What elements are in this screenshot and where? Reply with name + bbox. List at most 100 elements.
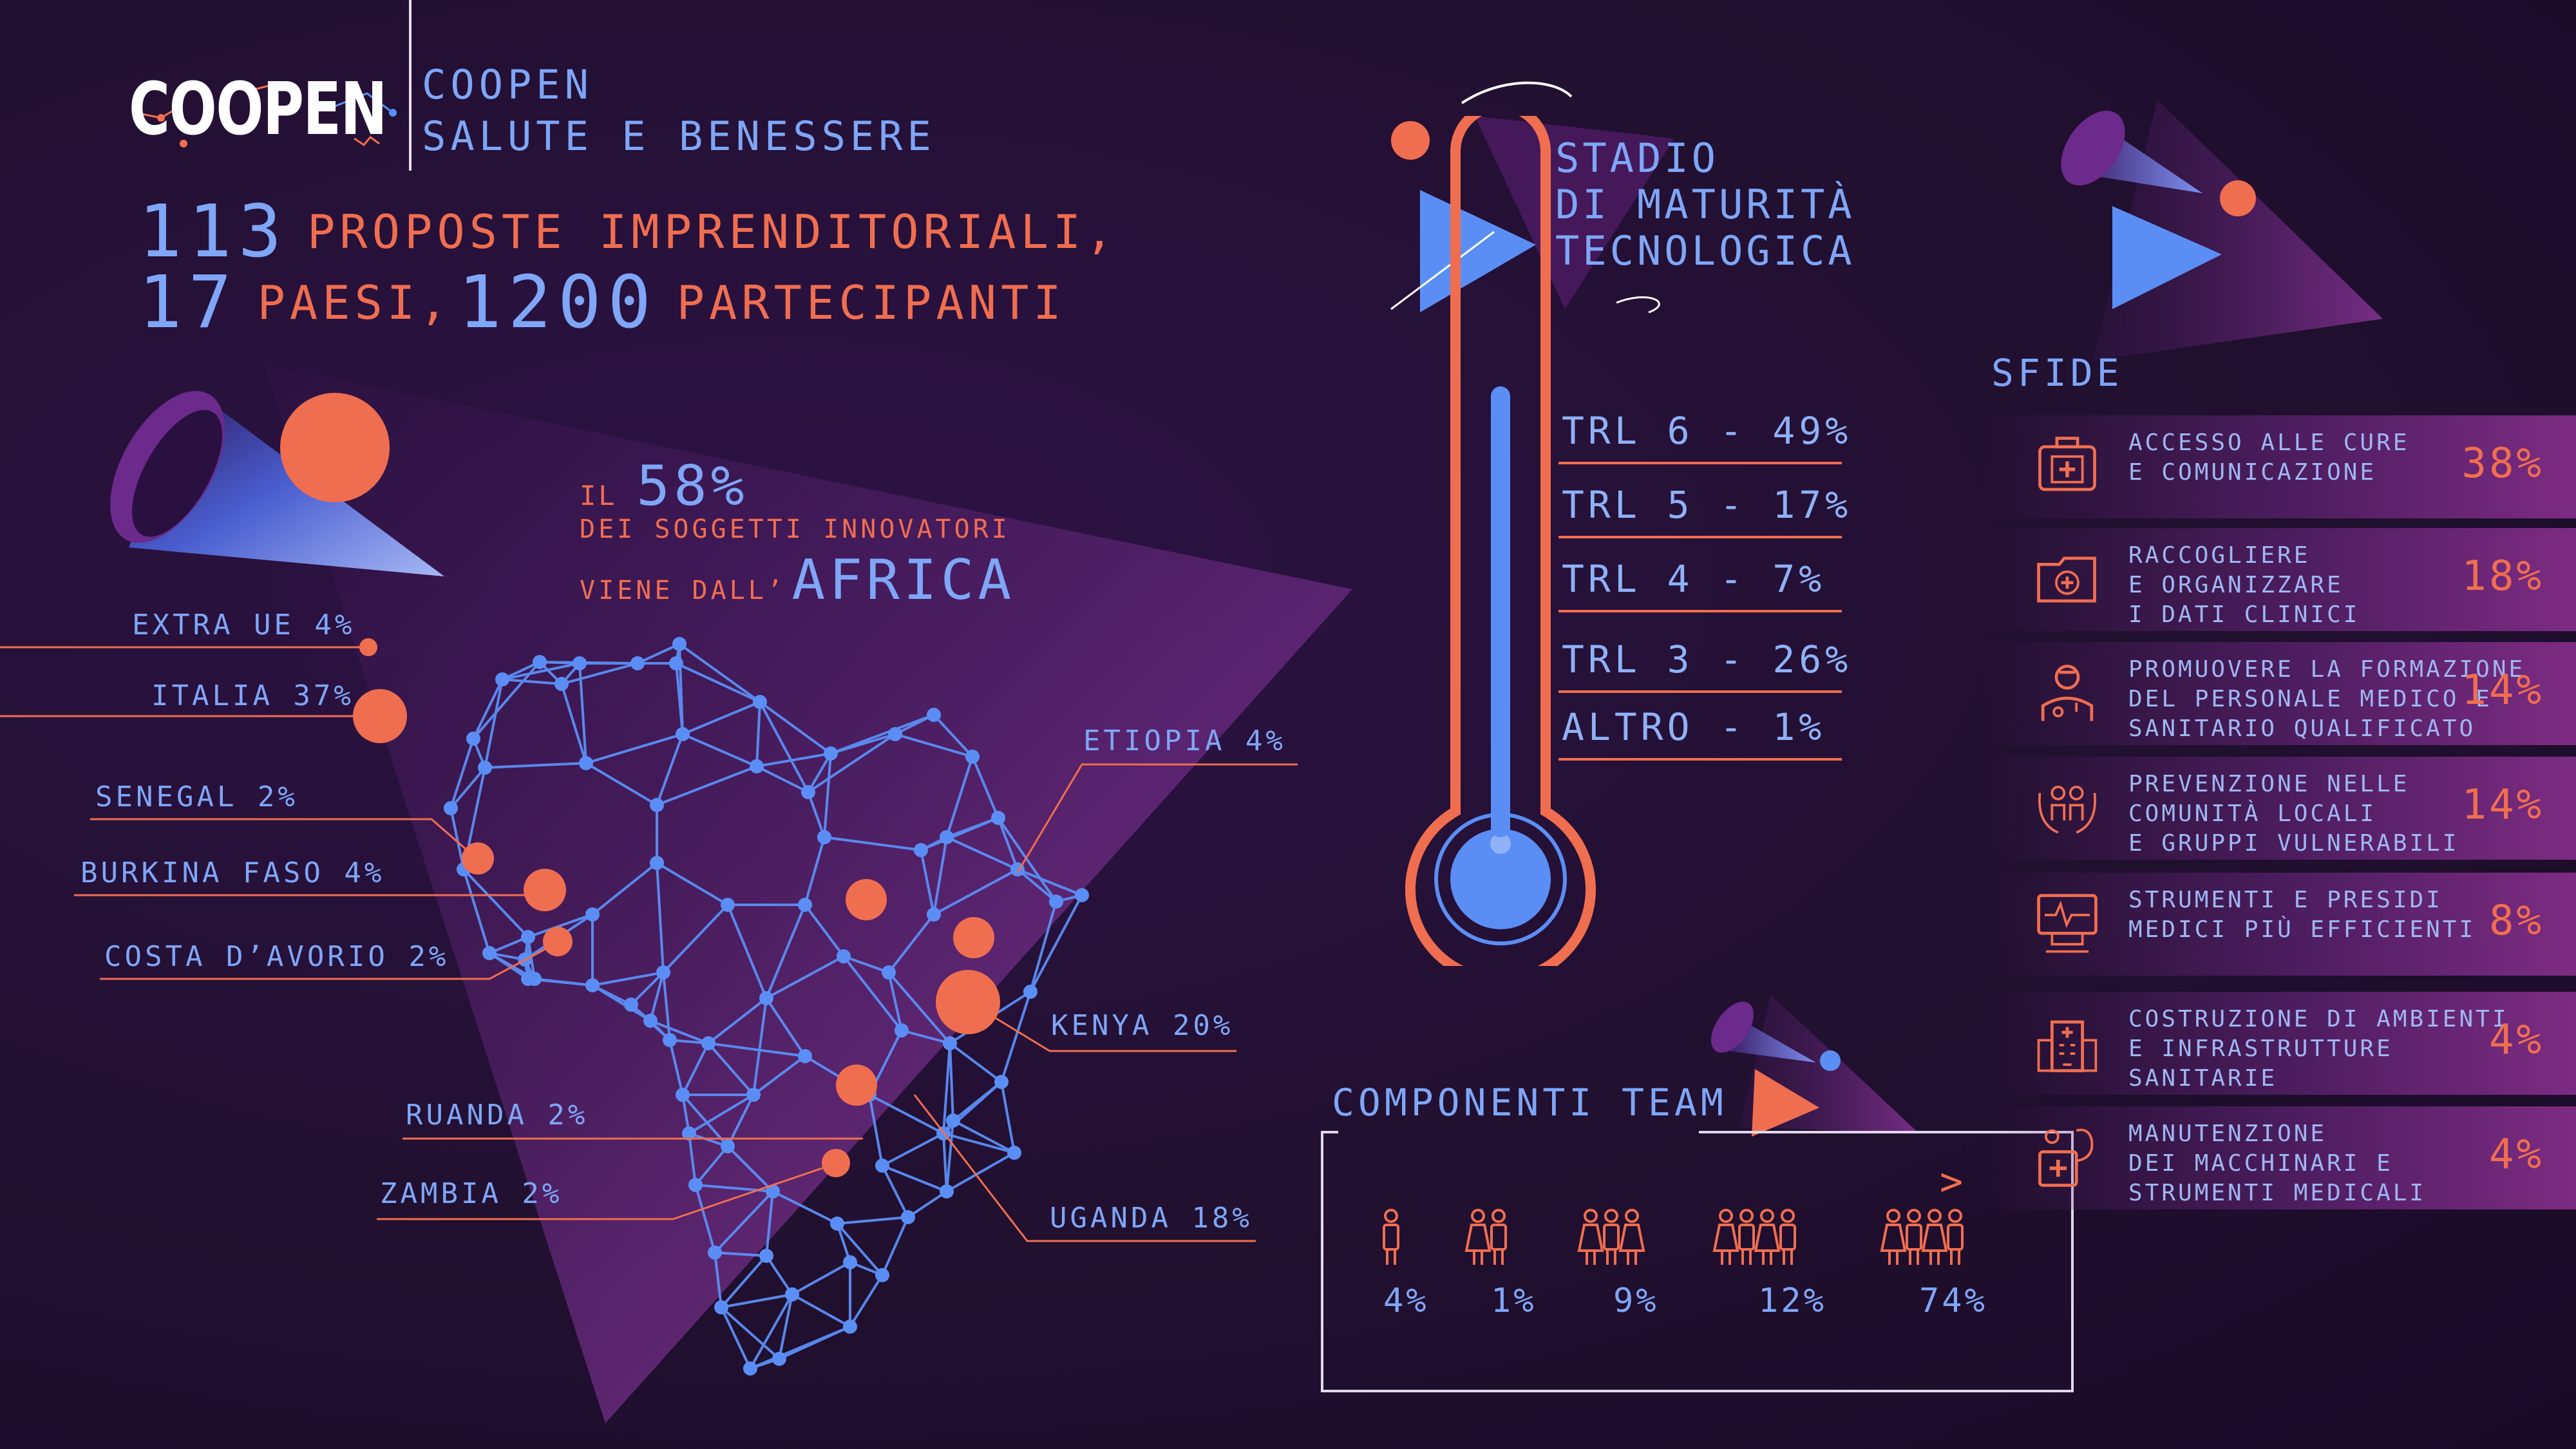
headline-line1: 113 PROPOSTE IMPRENDITORIALI, — [138, 190, 1118, 274]
africa-highlight: AFRICA — [791, 548, 1016, 612]
network-edge — [778, 1294, 793, 1359]
team-person-icon — [1779, 1209, 1796, 1265]
network-node — [444, 801, 458, 815]
network-node — [888, 727, 902, 741]
network-edge — [472, 679, 504, 739]
team-pct-1: 4% — [1383, 1282, 1429, 1320]
network-edge — [804, 904, 845, 958]
sfide-item-percent: 14% — [2461, 781, 2544, 829]
network-edge — [720, 1307, 752, 1369]
network-edge — [949, 1043, 954, 1121]
country-label-uganda: UGANDA 18% — [1050, 1202, 1253, 1235]
network-node — [554, 677, 569, 691]
network-node — [1075, 888, 1089, 902]
sfide-item-text: PREVENZIONE NELLE COMUNITÀ LOCALI E GRUP… — [2128, 771, 2459, 857]
decor-cone-left — [110, 390, 444, 576]
network-node — [927, 708, 941, 722]
network-edge — [502, 678, 562, 685]
network-edge — [688, 1094, 755, 1135]
network-edge — [765, 1191, 774, 1256]
doctor-icon — [2041, 665, 2094, 721]
sfide-item: STRUMENTI E PRESIDI MEDICI PIÙ EFFICIENT… — [1987, 873, 2576, 976]
network-edge — [726, 1145, 774, 1193]
network-edge — [881, 1217, 909, 1276]
network-node — [521, 972, 535, 986]
sfide-item: PROMUOVERE LA FORMAZIONE DEL PERSONALE M… — [1987, 642, 2576, 745]
network-node — [656, 965, 670, 980]
network-node — [682, 1126, 696, 1141]
decor-play-team — [1752, 1069, 1819, 1137]
network-edge — [527, 913, 593, 938]
logo-decoration — [135, 82, 397, 147]
sfide-item-text: ACCESSO ALLE CURE E COMUNICAZIONE — [2128, 430, 2410, 486]
network-edge — [807, 791, 826, 838]
sfide-item: MANUTENZIONE DEI MACCHINARI E STRUMENTI … — [1987, 1106, 2576, 1209]
sfide-item-text: COSTRUZIONE DI AMBIENTI E INFRASTRUTTURE… — [2128, 1006, 2509, 1092]
decor-triangle-trl — [1475, 116, 1674, 309]
trl-row-altro: ALTRO - 1% — [1562, 705, 1826, 749]
network-edge — [488, 952, 529, 980]
team-person-icon — [1906, 1209, 1922, 1265]
africa-line2: DEI SOGGETTI INNOVATORI — [580, 515, 1010, 544]
africa-prefix: IL — [580, 480, 618, 511]
trl-divider — [1558, 610, 1842, 612]
country-leader-lines — [0, 646, 1298, 1242]
network-edge — [707, 1042, 755, 1096]
trl-title-line1: STADIO — [1555, 135, 1719, 182]
network-edge — [887, 913, 935, 974]
sfide-item-text: STRUMENTI E PRESIDI MEDICI PIÙ EFFICIENT… — [2128, 887, 2476, 943]
trl-title: STADIO DI MATURITÀ TECNOLOGICA — [1555, 135, 1855, 274]
network-edge — [943, 1132, 1015, 1154]
network-edge — [1029, 895, 1083, 992]
network-node — [946, 1113, 960, 1128]
equipment-maintenance-icon — [2038, 1128, 2094, 1187]
thermometer — [1405, 116, 1596, 966]
network-node — [843, 1320, 857, 1334]
network-edge — [945, 756, 974, 838]
network-node — [714, 1300, 728, 1314]
sfide-item-percent: 4% — [2488, 1016, 2544, 1064]
network-node — [585, 978, 600, 992]
team-pct-2: 1% — [1491, 1282, 1537, 1320]
network-edge — [887, 971, 951, 1045]
network-node — [495, 672, 509, 687]
network-edge — [450, 808, 465, 870]
network-node — [785, 1287, 799, 1302]
network-node — [895, 1023, 909, 1037]
network-node — [914, 843, 928, 857]
network-node — [837, 949, 851, 963]
network-node — [991, 811, 1005, 825]
network-node — [994, 1075, 1009, 1089]
network-node — [676, 727, 690, 741]
network-edge — [726, 904, 768, 999]
team-person-icon — [1464, 1209, 1492, 1265]
decor-cone-team — [1711, 1001, 1816, 1063]
network-edge — [942, 1133, 948, 1192]
network-node — [1007, 1146, 1021, 1160]
sfide-item-percent: 14% — [2461, 667, 2544, 714]
network-edge — [707, 997, 768, 1045]
team-person-icon — [1383, 1209, 1399, 1265]
network-edge — [907, 1190, 948, 1218]
network-node — [708, 1245, 722, 1260]
network-node — [676, 1088, 690, 1102]
team-person-icon — [1618, 1209, 1645, 1265]
logo-text: COOPEN — [129, 68, 388, 151]
network-node — [830, 1217, 844, 1231]
network-edge — [1016, 868, 1057, 903]
network-node — [875, 1159, 889, 1173]
network-edge — [1000, 1081, 1016, 1153]
network-node — [759, 1249, 773, 1263]
decor-swirl-trl — [1616, 296, 1660, 314]
headline-proposals-text: PROPOSTE IMPRENDITORIALI, — [307, 205, 1118, 259]
community-care-icon — [2038, 786, 2097, 834]
country-markers — [353, 638, 1000, 1177]
brand-title-line1: COOPEN — [422, 61, 593, 108]
coopen-logo: COOPEN — [122, 68, 399, 158]
network-node — [746, 1088, 761, 1102]
headline-countries-text: PAESI, — [257, 276, 452, 330]
country-label-burkina-faso: BURKINA FASO 4% — [80, 857, 385, 889]
decor-triangle-sfide — [2093, 100, 2383, 361]
network-node — [672, 637, 687, 651]
country-label-etiopia: ETIOPIA 4% — [1083, 724, 1286, 757]
